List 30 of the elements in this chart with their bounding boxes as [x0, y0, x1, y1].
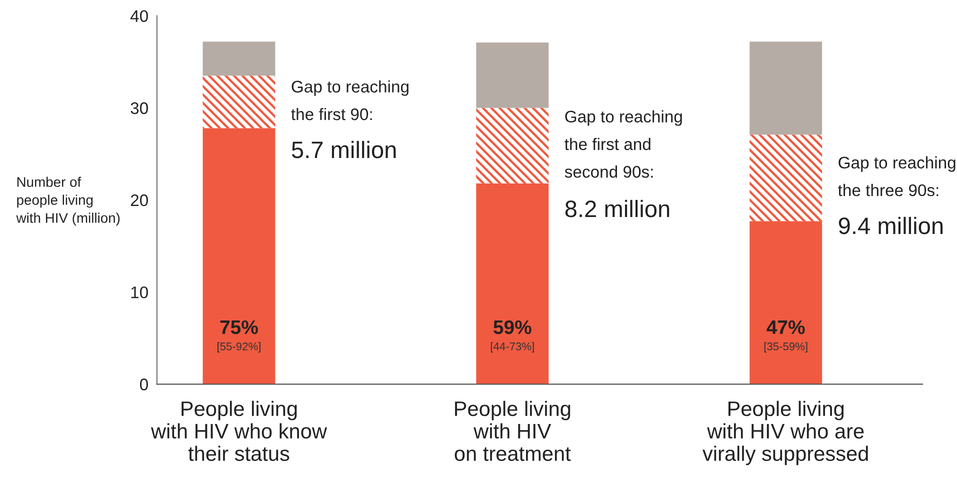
annotation: 8.2 million: [565, 200, 670, 218]
annotation: 75%: [220, 320, 258, 334]
annotation: Gap to reaching the three 90s:: [838, 156, 956, 196]
bar: [750, 221, 822, 384]
y-axis-title: Number of people living with HIV (million): [16, 176, 120, 226]
bar: [202, 128, 276, 384]
annotation: [55-92%]: [218, 342, 260, 352]
y-tick-label: 0: [140, 378, 148, 390]
bar: [750, 134, 822, 222]
annotation: 5.7 million: [292, 140, 396, 158]
bar: [202, 76, 276, 128]
y-tick-label: 10: [131, 286, 148, 298]
bar: [202, 42, 276, 76]
annotation: Gap to reaching the first 90:: [291, 80, 408, 120]
y-tick-label: 30: [130, 102, 148, 114]
annotation: 47%: [766, 320, 805, 334]
bar: [476, 108, 549, 184]
x-tick-label: People living with HIV on treatment: [454, 400, 571, 462]
bar: [476, 42, 549, 108]
annotation: [44-73%]: [490, 342, 534, 352]
x-tick-label: People living with HIV who are virally suppressed: [702, 400, 868, 466]
annotation: 9.4 million: [838, 216, 943, 234]
annotation: 59%: [494, 320, 532, 334]
y-tick-label: 20: [130, 194, 148, 206]
x-tick-label: People living with HIV who know their status: [150, 400, 328, 462]
annotation: Gap to reaching the first and second 90s:: [564, 110, 682, 178]
annotation: [35-59%]: [764, 342, 808, 352]
y-tick-label: 40: [130, 10, 148, 22]
bar: [476, 183, 549, 384]
bar: [750, 42, 822, 135]
